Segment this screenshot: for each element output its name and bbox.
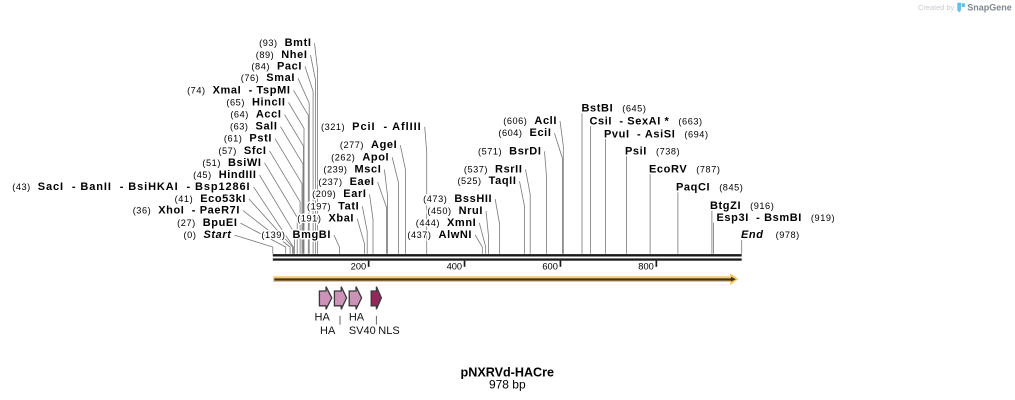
svg-text:BstBI(645): BstBI (645) <box>582 103 647 115</box>
svg-text:(571)BsrDI: (571) BsrDI <box>478 145 542 157</box>
svg-text:(27)BpuEI: (27) BpuEI <box>177 217 237 229</box>
svg-text:(93)BmtI: (93) BmtI <box>259 37 311 49</box>
svg-text:(437)AlwNI: (437) AlwNI <box>407 229 472 241</box>
svg-text:CsiI - SexAI *(663): CsiI - SexAI * (663) <box>590 116 703 128</box>
svg-text:(41)Eco53kI: (41) Eco53kI <box>175 193 246 205</box>
svg-text:200: 200 <box>351 261 367 271</box>
svg-text:EcoRV(787): EcoRV (787) <box>649 164 720 176</box>
svg-text:(277)AgeI: (277) AgeI <box>340 139 397 151</box>
svg-text:PaqCI(845): PaqCI (845) <box>676 182 743 194</box>
svg-text:(76)SmaI: (76) SmaI <box>241 72 295 84</box>
svg-text:(63)SalI: (63) SalI <box>230 121 278 133</box>
svg-text:(191)XbaI: (191) XbaI <box>297 213 354 225</box>
svg-text:Esp3I - BsmBI(919): Esp3I - BsmBI (919) <box>717 212 836 224</box>
svg-text:(525)TaqII: (525) TaqII <box>457 175 516 187</box>
svg-text:SnapGene: SnapGene <box>967 3 1012 13</box>
svg-text:PvuI - AsiSI(694): PvuI - AsiSI (694) <box>604 128 709 140</box>
svg-text:(537)RsrII: (537) RsrII <box>464 163 523 175</box>
svg-text:(84)PacI: (84) PacI <box>251 60 302 72</box>
svg-text:(57)SfcI: (57) SfcI <box>218 145 266 157</box>
svg-text:(209)EarI: (209) EarI <box>312 188 366 200</box>
svg-text:(239)MscI: (239) MscI <box>323 164 381 176</box>
svg-text:(64)AccI: (64) AccI <box>230 109 281 121</box>
svg-text:800: 800 <box>638 261 654 271</box>
svg-text:(43)SacI - BanII - BsiHKAI: (43) SacI - BanII - BsiHKAI - Bsp1286I <box>12 181 250 193</box>
svg-text:(450)NruI: (450) NruI <box>427 205 483 217</box>
svg-text:(604)EciI: (604) EciI <box>498 127 551 139</box>
svg-text:(139)BmgBI: (139) BmgBI <box>261 229 331 241</box>
svg-text:(65)HincII: (65) HincII <box>226 97 285 109</box>
svg-text:(61)PstI: (61) PstI <box>224 133 272 145</box>
svg-text:(321)PciI - AflIII: (321) PciI - AflIII <box>321 121 422 133</box>
svg-text:Created by: Created by <box>918 3 954 12</box>
svg-text:SV40: SV40 <box>349 325 376 337</box>
svg-text:HA: HA <box>315 311 331 323</box>
svg-text:BtgZI(916): BtgZI (916) <box>710 200 774 212</box>
svg-text:(51)BsiWI: (51) BsiWI <box>202 157 261 169</box>
svg-text:(473)BssHII: (473) BssHII <box>423 193 492 205</box>
svg-text:PsiI(738): PsiI (738) <box>625 145 680 157</box>
svg-text:(36)XhoI - PaeR7I: (36) XhoI - PaeR7I <box>133 205 240 217</box>
svg-text:(74)XmaI - TspMI: (74) XmaI - TspMI <box>187 84 290 96</box>
svg-text:(45)HindIII: (45) HindIII <box>193 169 256 181</box>
svg-text:HA: HA <box>320 325 336 337</box>
svg-text:400: 400 <box>447 261 463 271</box>
svg-text:pNXRVd-HACre: pNXRVd-HACre <box>461 366 555 380</box>
svg-text:600: 600 <box>542 261 558 271</box>
svg-text:(197)TatI: (197) TatI <box>307 200 359 212</box>
svg-text:(262)ApoI: (262) ApoI <box>331 151 389 163</box>
svg-text:(0)Start: (0) Start <box>184 229 233 241</box>
svg-text:(444)XmnI: (444) XmnI <box>416 217 477 229</box>
svg-text:978 bp: 978 bp <box>489 378 526 392</box>
svg-text:End(978): End (978) <box>741 229 800 241</box>
svg-text:(606)AclI: (606) AclI <box>503 115 557 127</box>
svg-text:(89)NheI: (89) NheI <box>256 49 308 61</box>
svg-text:NLS: NLS <box>378 325 399 337</box>
svg-text:HA: HA <box>349 311 365 323</box>
svg-text:(237)EaeI: (237) EaeI <box>318 176 374 188</box>
